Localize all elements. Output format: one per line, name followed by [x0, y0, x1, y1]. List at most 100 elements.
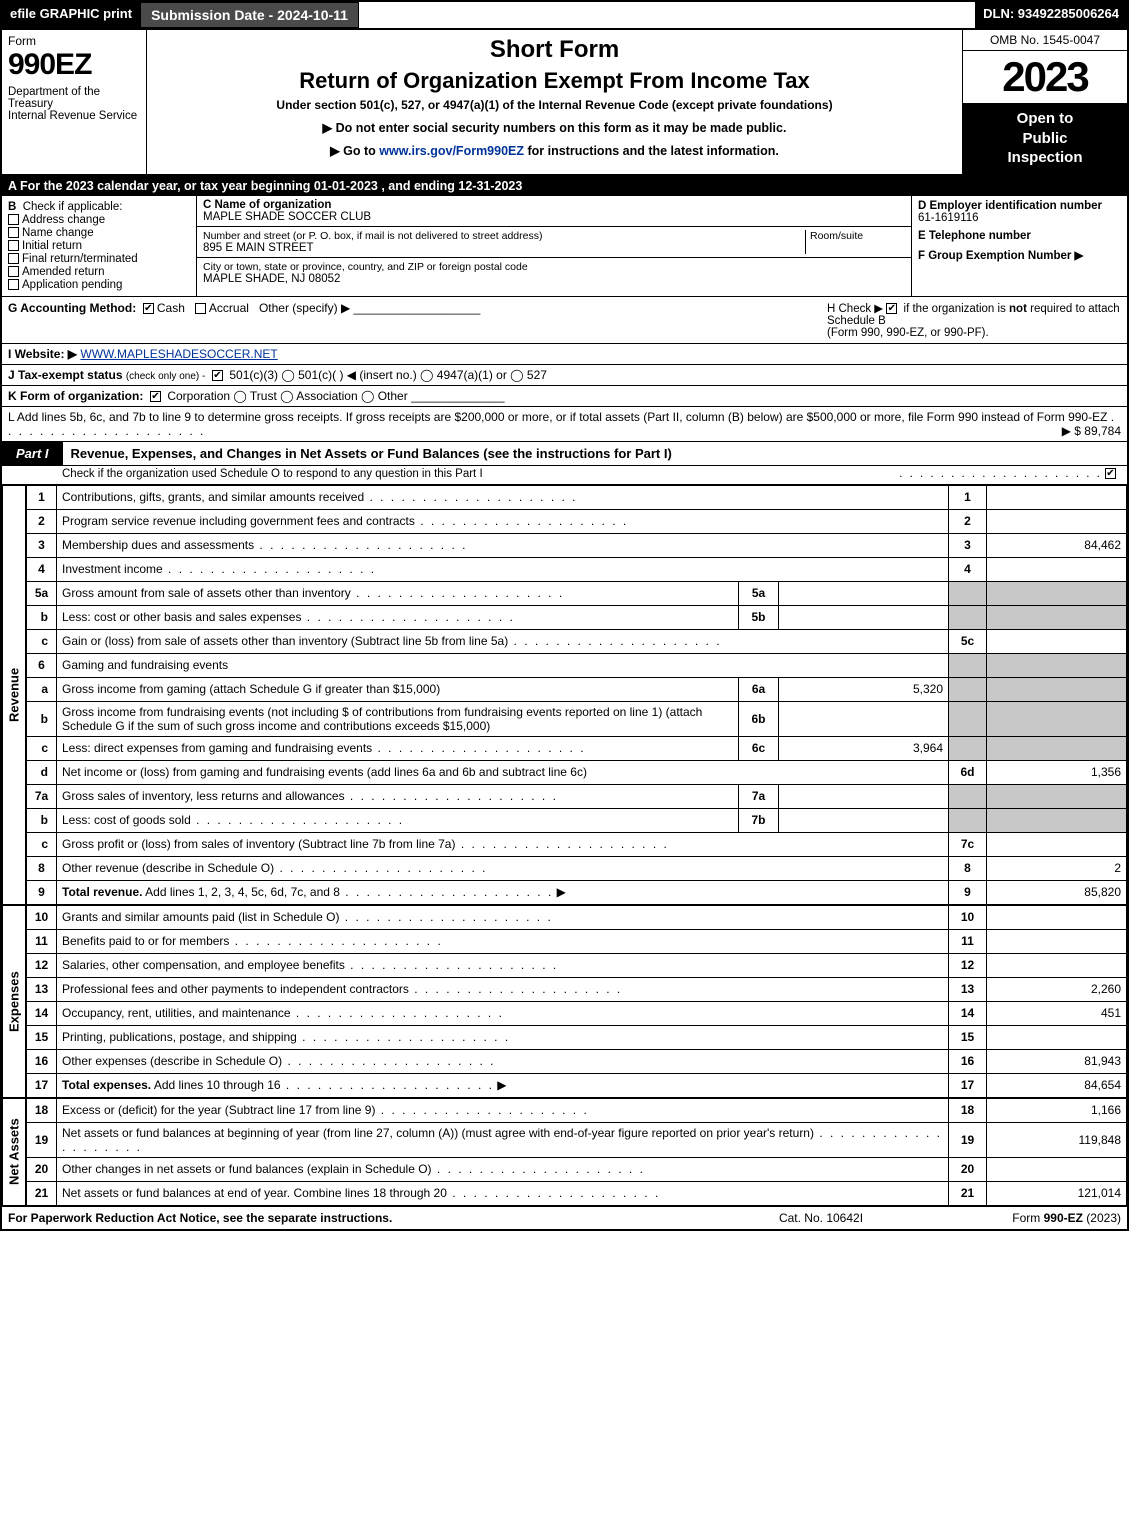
- line-20: 20Other changes in net assets or fund ba…: [27, 1157, 1127, 1181]
- line-19: 19Net assets or fund balances at beginni…: [27, 1122, 1127, 1157]
- k-label: K Form of organization:: [8, 389, 143, 403]
- l5a-desc: Gross amount from sale of assets other t…: [62, 586, 351, 600]
- line-7a: 7aGross sales of inventory, less returns…: [27, 784, 1127, 808]
- checkbox-cash[interactable]: ✔: [143, 303, 154, 314]
- b-label: B: [8, 201, 16, 213]
- footer-catno: Cat. No. 10642I: [721, 1211, 921, 1225]
- row-i: I Website: ▶ WWW.MAPLESHADESOCCER.NET: [2, 344, 1127, 365]
- street-value: 895 E MAIN STREET: [203, 242, 314, 254]
- checkbox-corp[interactable]: ✔: [150, 391, 161, 402]
- line-7b: bLess: cost of goods sold7b: [27, 808, 1127, 832]
- expenses-table: 10Grants and similar amounts paid (list …: [26, 905, 1127, 1098]
- city-value: MAPLE SHADE, NJ 08052: [203, 273, 340, 285]
- revenue-table: 1Contributions, gifts, grants, and simil…: [26, 485, 1127, 905]
- c-name-label: C Name of organization: [203, 199, 331, 211]
- line-18: 18Excess or (deficit) for the year (Subt…: [27, 1098, 1127, 1122]
- line-11: 11Benefits paid to or for members11: [27, 929, 1127, 953]
- col-c: C Name of organizationMAPLE SHADE SOCCER…: [197, 196, 912, 296]
- l6c-desc: Less: direct expenses from gaming and fu…: [62, 741, 372, 755]
- netassets-label: Net Assets: [2, 1098, 26, 1206]
- l17-desc: Total expenses.: [62, 1078, 151, 1092]
- col-d: D Employer identification number61-16191…: [912, 196, 1127, 296]
- l7c-desc: Gross profit or (loss) from sales of inv…: [62, 837, 455, 851]
- line-6b: bGross income from fundraising events (n…: [27, 701, 1127, 736]
- dln-label: DLN: 93492285006264: [975, 2, 1127, 28]
- efile-label: efile GRAPHIC print: [2, 2, 140, 28]
- top-bar: efile GRAPHIC print Submission Date - 20…: [2, 2, 1127, 30]
- l19-desc: Net assets or fund balances at beginning…: [62, 1126, 814, 1140]
- row-k: K Form of organization: ✔ Corporation ◯ …: [2, 386, 1127, 407]
- line-16: 16Other expenses (describe in Schedule O…: [27, 1049, 1127, 1073]
- j-sub: (check only one) -: [126, 371, 205, 382]
- room-label: Room/suite: [810, 230, 863, 242]
- tel-label: E Telephone number: [918, 230, 1031, 242]
- irs-link[interactable]: www.irs.gov/Form990EZ: [379, 144, 524, 158]
- checkbox-accrual[interactable]: [195, 303, 206, 314]
- checkbox-501c3[interactable]: ✔: [212, 370, 223, 381]
- part1-tag: Part I: [2, 442, 63, 465]
- l3-desc: Membership dues and assessments: [62, 538, 254, 552]
- l12-desc: Salaries, other compensation, and employ…: [62, 958, 345, 972]
- row-h: H Check ▶ ✔ if the organization is not r…: [821, 301, 1121, 339]
- opt-amended: Amended return: [22, 266, 104, 278]
- page-footer: For Paperwork Reduction Act Notice, see …: [2, 1206, 1127, 1229]
- line-5b: bLess: cost or other basis and sales exp…: [27, 605, 1127, 629]
- l21-desc: Net assets or fund balances at end of ye…: [62, 1186, 447, 1200]
- checkbox-address[interactable]: [8, 214, 19, 225]
- omb-number: OMB No. 1545-0047: [963, 30, 1127, 51]
- check-applicable: Check if applicable:: [23, 201, 123, 213]
- l6a-desc: Gross income from gaming (attach Schedul…: [62, 682, 440, 696]
- checkbox-final[interactable]: [8, 253, 19, 264]
- line-5c: cGain or (loss) from sale of assets othe…: [27, 629, 1127, 653]
- line-6c: cLess: direct expenses from gaming and f…: [27, 736, 1127, 760]
- row-l: L Add lines 5b, 6c, and 7b to line 9 to …: [2, 407, 1127, 442]
- l14-desc: Occupancy, rent, utilities, and maintena…: [62, 1006, 291, 1020]
- form-word: Form: [8, 34, 140, 48]
- header-left: Form 990EZ Department of the TreasuryInt…: [2, 30, 147, 174]
- checkbox-amended[interactable]: [8, 266, 19, 277]
- line-17: 17Total expenses. Add lines 10 through 1…: [27, 1073, 1127, 1097]
- block-bcd: B Check if applicable: Address change Na…: [2, 196, 1127, 297]
- line-12: 12Salaries, other compensation, and empl…: [27, 953, 1127, 977]
- form-subtitle: Under section 501(c), 527, or 4947(a)(1)…: [157, 98, 952, 112]
- footer-form: Form 990-EZ (2023): [921, 1211, 1121, 1225]
- g-label: G Accounting Method:: [8, 301, 136, 315]
- l5b-desc: Less: cost or other basis and sales expe…: [62, 610, 301, 624]
- l1-desc: Contributions, gifts, grants, and simila…: [62, 490, 364, 504]
- department-label: Department of the TreasuryInternal Reven…: [8, 86, 140, 122]
- checkbox-pending[interactable]: [8, 279, 19, 290]
- tax-year: 2023: [963, 51, 1127, 103]
- l11-desc: Benefits paid to or for members: [62, 934, 229, 948]
- part1-sub: Check if the organization used Schedule …: [2, 466, 1127, 485]
- form-title: Return of Organization Exempt From Incom…: [157, 68, 952, 94]
- opt-address: Address change: [22, 214, 105, 226]
- line-6: 6Gaming and fundraising events: [27, 653, 1127, 677]
- opt-other: Other (specify) ▶: [259, 301, 350, 315]
- line-9: 9Total revenue. Add lines 1, 2, 3, 4, 5c…: [27, 880, 1127, 904]
- city-label: City or town, state or province, country…: [203, 261, 528, 273]
- instruction-2: ▶ Go to www.irs.gov/Form990EZ for instru…: [157, 143, 952, 158]
- checkbox-h[interactable]: ✔: [886, 303, 897, 314]
- checkbox-name[interactable]: [8, 227, 19, 238]
- street-label: Number and street (or P. O. box, if mail…: [203, 230, 542, 242]
- checkbox-scho[interactable]: ✔: [1105, 468, 1116, 479]
- line-8: 8Other revenue (describe in Schedule O)8…: [27, 856, 1127, 880]
- footer-notice: For Paperwork Reduction Act Notice, see …: [8, 1211, 721, 1225]
- line-7c: cGross profit or (loss) from sales of in…: [27, 832, 1127, 856]
- l15-desc: Printing, publications, postage, and shi…: [62, 1030, 297, 1044]
- org-name: MAPLE SHADE SOCCER CLUB: [203, 211, 371, 223]
- j-opts: 501(c)(3) ◯ 501(c)( ) ◀ (insert no.) ◯ 4…: [229, 368, 547, 382]
- line-2: 2Program service revenue including gover…: [27, 509, 1127, 533]
- l7a-desc: Gross sales of inventory, less returns a…: [62, 789, 345, 803]
- l6b-desc: Gross income from fundraising events (no…: [62, 705, 702, 733]
- instruction-1: ▶ Do not enter social security numbers o…: [157, 120, 952, 135]
- website-link[interactable]: WWW.MAPLESHADESOCCER.NET: [80, 347, 277, 361]
- group-label: F Group Exemption Number ▶: [918, 250, 1083, 262]
- netassets-section: Net Assets 18Excess or (deficit) for the…: [2, 1098, 1127, 1206]
- opt-accrual: Accrual: [209, 301, 249, 315]
- l-text: L Add lines 5b, 6c, and 7b to line 9 to …: [8, 410, 1107, 424]
- header-right: OMB No. 1545-0047 2023 Open toPublicInsp…: [962, 30, 1127, 174]
- revenue-label: Revenue: [2, 485, 26, 905]
- checkbox-initial[interactable]: [8, 240, 19, 251]
- opt-cash: Cash: [157, 301, 185, 315]
